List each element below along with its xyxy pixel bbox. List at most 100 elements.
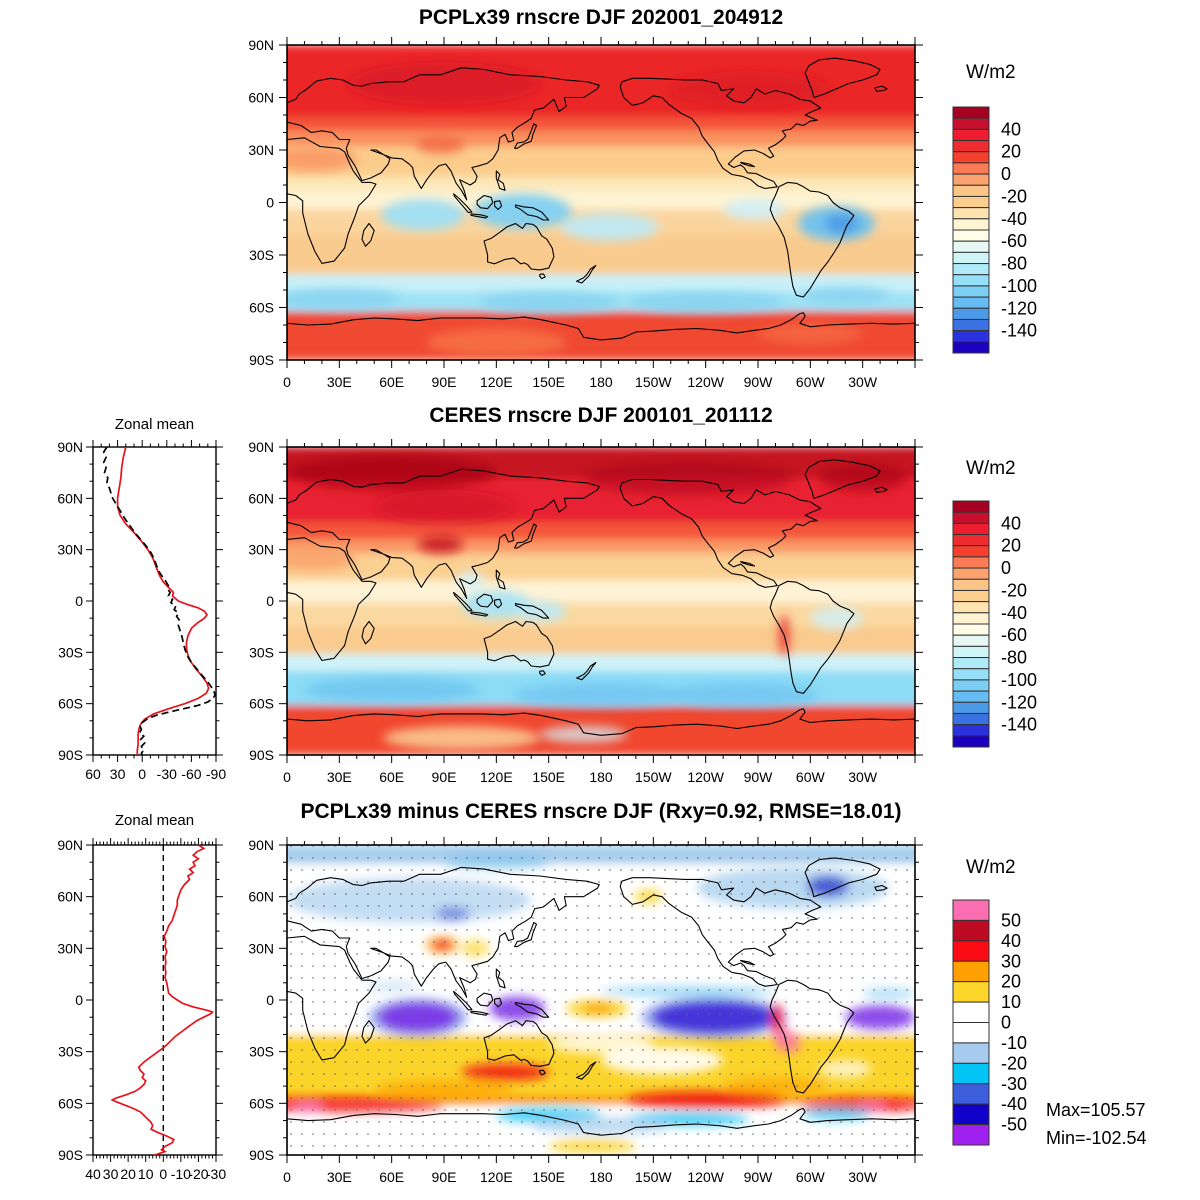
- zonal-axis-labels: 60 30 0 -30 -60 -90 90N 60N 30N 0 30S 60S 90S: [57, 439, 226, 782]
- zonal-x-label: -60: [181, 766, 201, 782]
- zonal-frame: [92, 844, 217, 1156]
- stipple-overlay: [287, 845, 915, 1155]
- lat-tick-label: 60S: [249, 300, 274, 316]
- colorbar-swatch: [952, 545, 990, 558]
- lon-tick-label: 90E: [432, 1169, 457, 1185]
- lat-tick-label: 30S: [249, 1044, 274, 1060]
- lon-tick-label: 120W: [687, 374, 724, 390]
- colorbar-swatch: [952, 522, 990, 536]
- colorbar-swatch: [952, 173, 990, 186]
- panel3-title: PCPLx39 minus CERES rnscre DJF (Rxy=0.92…: [300, 800, 902, 823]
- colorbar-swatch: [952, 556, 990, 569]
- lat-tick-label: 0: [266, 593, 274, 609]
- zonal-lat-label: 60N: [57, 889, 83, 905]
- lat-tick-label: 90N: [248, 439, 274, 455]
- colorbar-label: -140: [1001, 715, 1037, 735]
- zonal-lat-label: 90N: [57, 439, 83, 455]
- map-axis-labels-panel-1: 0 30E 60E 90E 120E 150E 180 150W 120W 90W 60W 30W 90…: [248, 37, 878, 390]
- lon-tick-label: 60E: [379, 1169, 404, 1185]
- colorbar-label: 40: [1001, 931, 1021, 951]
- lon-tick-label: 120W: [687, 1169, 724, 1185]
- lon-tick-label: 150E: [532, 1169, 565, 1185]
- field-bands: [287, 447, 915, 755]
- lon-tick-label: 30W: [848, 1169, 878, 1185]
- colorbar-swatch: [952, 263, 990, 276]
- colorbar-label: 40: [1001, 119, 1021, 139]
- lon-tick-label: 30W: [848, 374, 878, 390]
- colorbar-swatch: [952, 162, 990, 175]
- colorbar-label: 50: [1001, 910, 1021, 930]
- map-ticks-panel-2: [279, 439, 923, 763]
- colorbar-swatch: [952, 612, 990, 625]
- colorbar-label: -120: [1001, 298, 1037, 318]
- coastlines: [287, 459, 915, 755]
- lon-tick-label: 180: [589, 374, 613, 390]
- lat-tick-label: 90N: [248, 837, 274, 853]
- colorbar-label: 0: [1001, 164, 1011, 184]
- lat-tick-label: 90N: [248, 37, 274, 53]
- lat-tick-label: 30S: [249, 644, 274, 660]
- colorbar-label: -20: [1001, 1053, 1027, 1073]
- zonal-lat-label: 0: [75, 593, 83, 609]
- lon-tick-label: 150W: [635, 769, 672, 785]
- zonal-lat-label: 30S: [58, 1044, 83, 1060]
- zonal-x-label: 10: [138, 1166, 154, 1182]
- map-panel-1: 0 30E 60E 90E 120E 150E 180 150W 120W 90W 60W 30W 90…: [248, 37, 923, 390]
- lon-tick-label: 30W: [848, 769, 878, 785]
- lon-tick-label: 60E: [379, 769, 404, 785]
- lon-tick-label: 30E: [327, 374, 352, 390]
- lon-tick-label: 180: [589, 1169, 613, 1185]
- zonal-ticks: [86, 838, 223, 1162]
- colorbar-label: 40: [1001, 513, 1021, 533]
- colorbar-swatch: [952, 735, 990, 748]
- lat-tick-label: 60N: [248, 889, 274, 905]
- lat-tick-label: 60N: [248, 90, 274, 106]
- zonal-x-label: -30: [157, 766, 177, 782]
- colorbar-swatch: [952, 341, 990, 354]
- colorbar-label: 20: [1001, 972, 1021, 992]
- field-bands: [287, 45, 915, 360]
- zonal-lat-label: 90S: [58, 1147, 83, 1163]
- lon-tick-label: 0: [283, 374, 291, 390]
- colorbar-swatch: [952, 668, 990, 681]
- colorbar-swatch: [952, 296, 990, 309]
- colorbar-swatch: [952, 511, 990, 524]
- lon-tick-label: 150E: [532, 374, 565, 390]
- lon-tick-label: 60E: [379, 374, 404, 390]
- colorbar-label: -10: [1001, 1033, 1027, 1053]
- colorbar-label: -60: [1001, 231, 1027, 251]
- zonal-lat-label: 60S: [58, 696, 83, 712]
- zonal-x-label: 40: [85, 1166, 101, 1182]
- colorbar-label: -100: [1001, 276, 1037, 296]
- zonal-lat-label: 30N: [57, 940, 83, 956]
- colorbar-label: -40: [1001, 1094, 1027, 1114]
- colorbar-label: -30: [1001, 1074, 1027, 1094]
- colorbar-swatch: [952, 240, 990, 253]
- lon-tick-label: 0: [283, 769, 291, 785]
- colorbar-swatch: [952, 117, 990, 130]
- colorbar-label: -140: [1001, 321, 1037, 341]
- lon-tick-label: 150W: [635, 1169, 672, 1185]
- panel1-title: PCPLx39 rnscre DJF 202001_204912: [418, 6, 784, 29]
- colorbar-label: -20: [1001, 580, 1027, 600]
- colorbar-label: -40: [1001, 209, 1027, 229]
- lon-tick-label: 120E: [480, 1169, 513, 1185]
- colorbar-label: 0: [1001, 558, 1011, 578]
- zonal-x-label: 30: [110, 766, 126, 782]
- zonal-x-label: 20: [120, 1166, 136, 1182]
- colorbar-swatch: [952, 251, 990, 265]
- colorbar-panel-2: 40 200-20 -40-60 -80-100-120 -140: [952, 500, 1037, 748]
- zonal-curve-pcplx39-minus-ceres: [110, 844, 215, 1156]
- colorbar-label: -40: [1001, 603, 1027, 623]
- zonal-mean-panel: 60 30 0 -30 -60 -90 90N 60N 30N 0 30S 60S 90S: [57, 439, 226, 782]
- field-features: [287, 62, 889, 357]
- map-axis-labels-panel-3: 0 30E 60E 90E 120E 150E 180 150W 120W 90W 60W 30W 90…: [248, 837, 878, 1185]
- zonal-x-label: -20: [188, 1166, 208, 1182]
- lat-tick-label: 90S: [249, 747, 274, 763]
- lon-tick-label: 180: [589, 769, 613, 785]
- colorbar-swatch: [952, 106, 990, 119]
- colorbar-swatch: [952, 285, 990, 298]
